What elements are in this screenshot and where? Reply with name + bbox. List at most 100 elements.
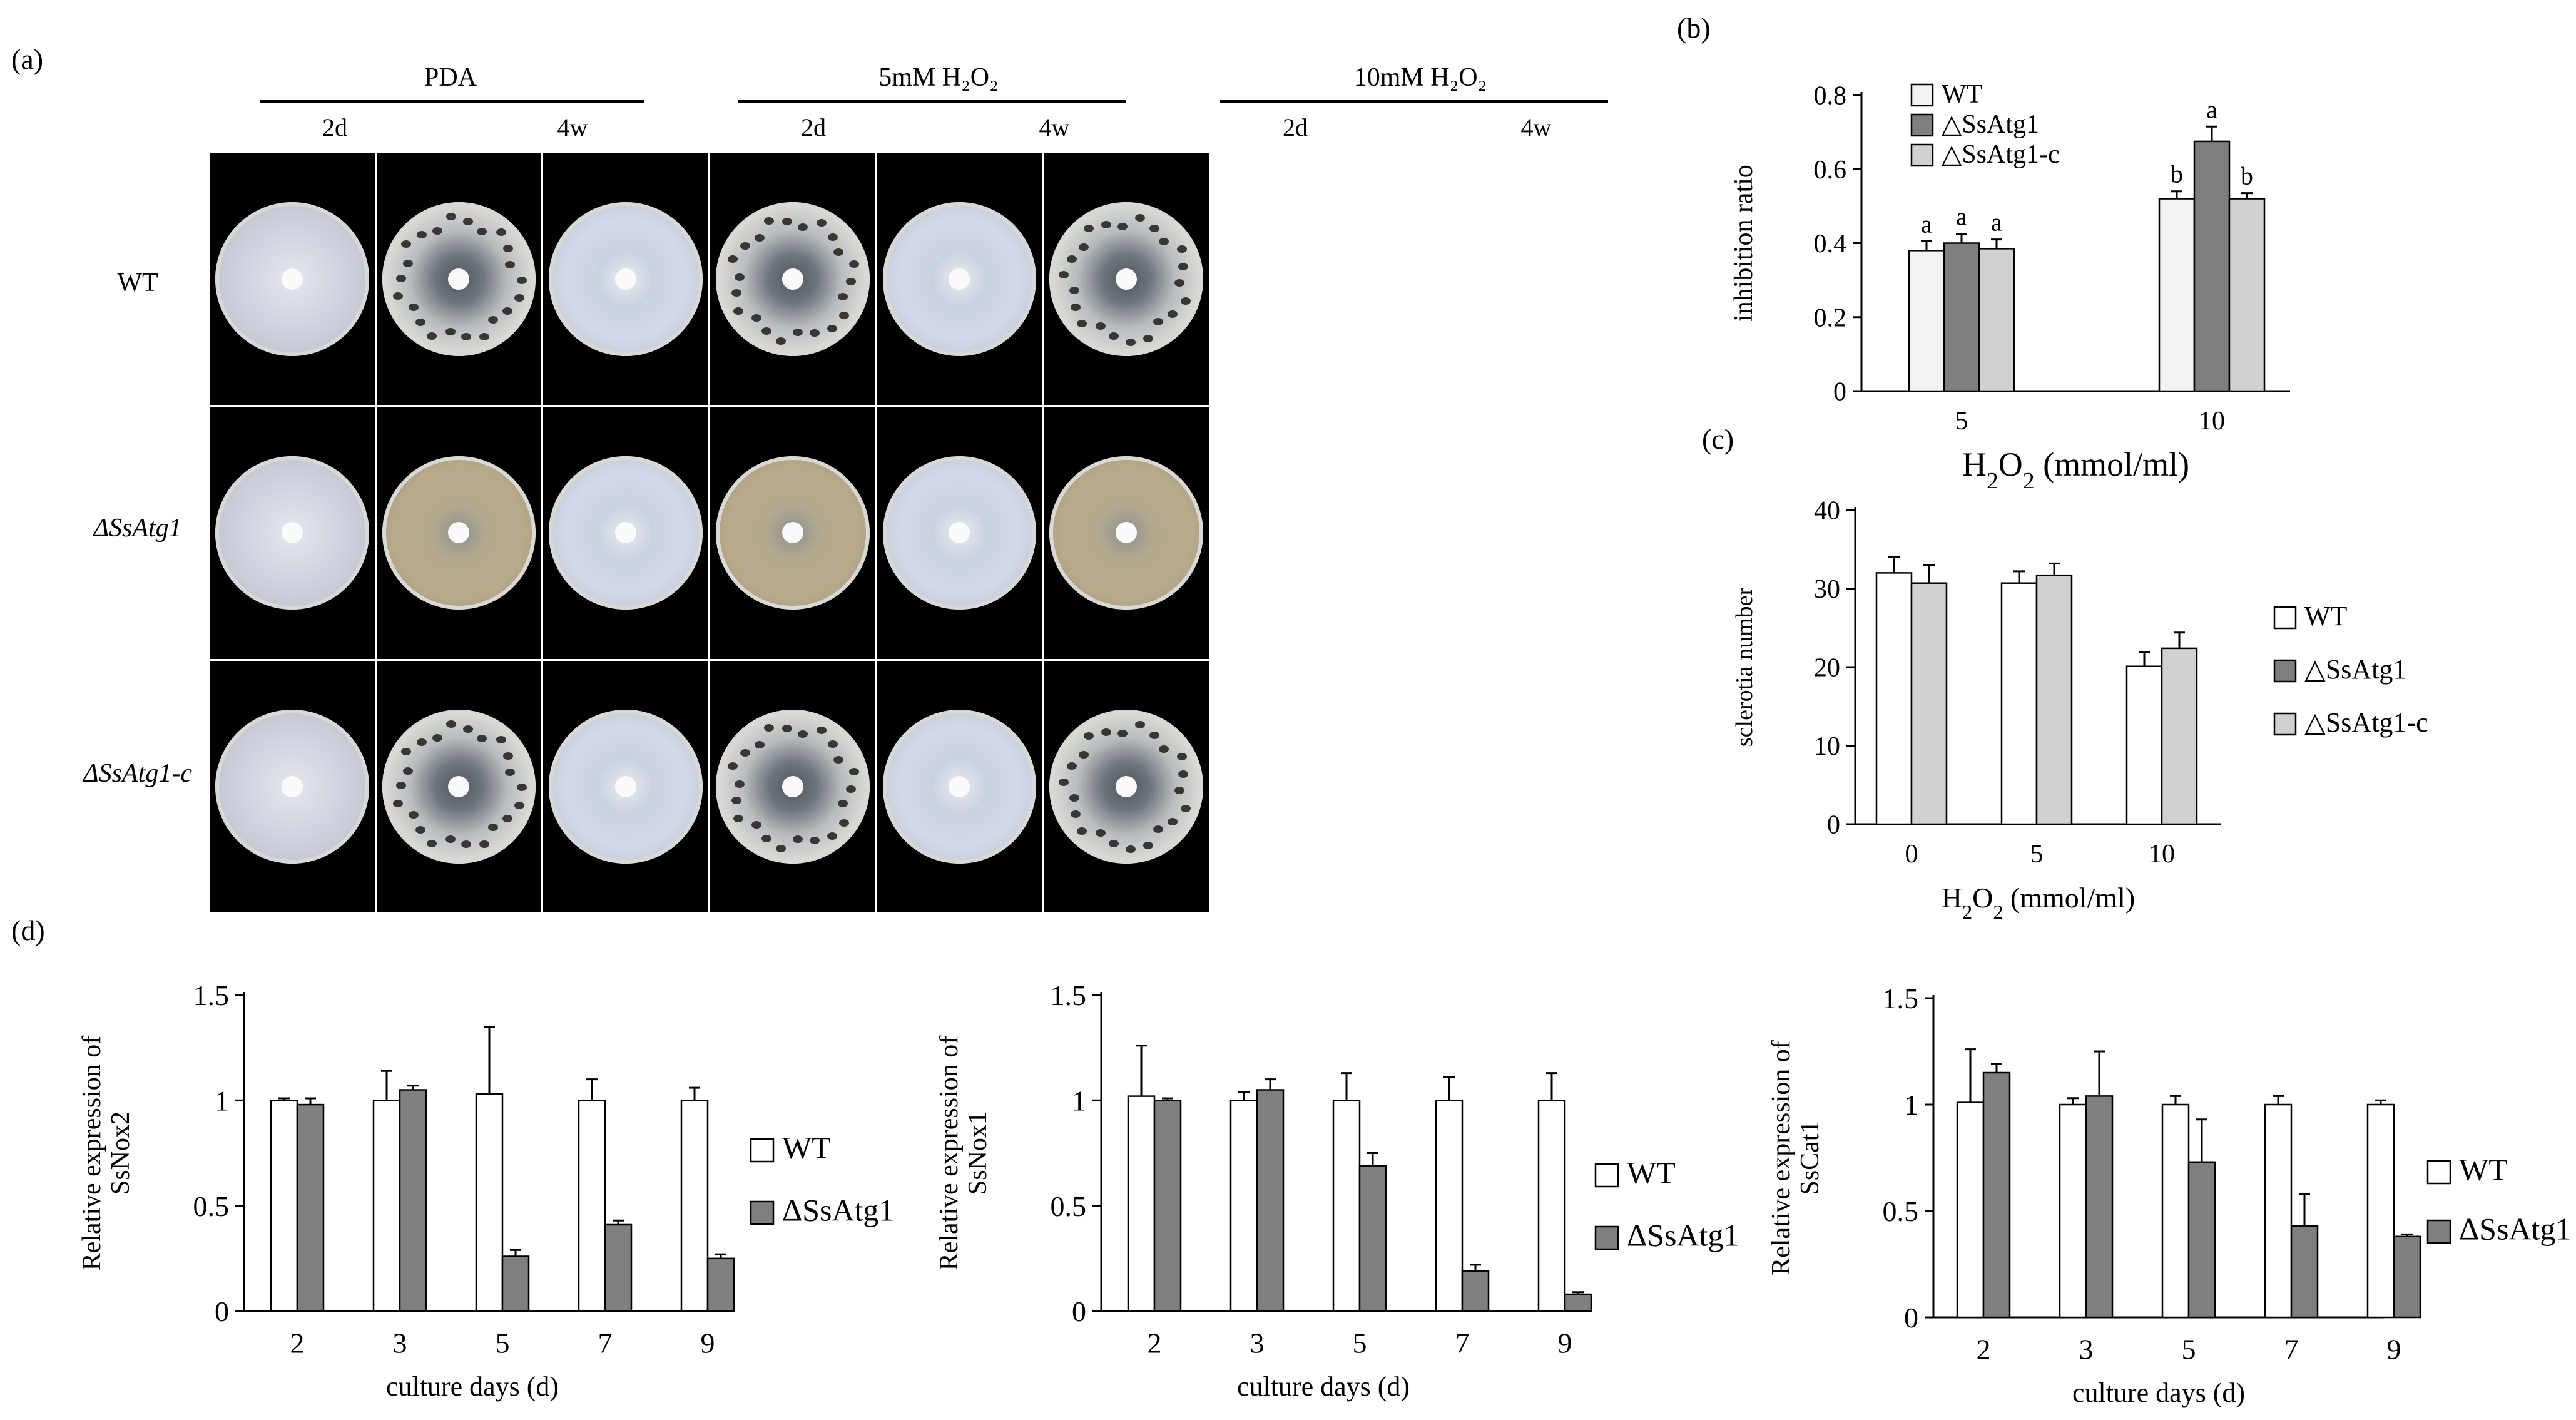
sclerotium [1149,732,1159,740]
sclerotium [1143,842,1154,850]
sclerotium [1176,245,1187,253]
condition-label-10mm: 10mM H₂O₂ [1353,63,1487,92]
chart-d-ssnox1: 0 0.5 1 1.5 2 3 5 7 9 culture days (d) Relative ex… [935,979,1739,1402]
petri-plate [1044,660,1209,912]
sclerotium [733,814,743,822]
sclerotium [793,328,803,336]
sclerotium [432,734,443,742]
sclerotium [839,819,850,827]
legend-swatch [750,1138,775,1163]
bar [1537,1100,1566,1312]
sclerotium [1070,303,1081,311]
petri-plate [376,660,542,912]
inoculation-plug [281,522,303,544]
legend-label: WT [782,1130,831,1165]
sclerotium [461,840,472,848]
sclerotium [445,720,456,728]
sclerotium [403,260,414,268]
sclerotium [1109,332,1119,340]
panel-label-b: (b) [1677,12,1711,44]
y-tick-label: 0.6 [1814,156,1847,185]
legend-swatch [1910,143,1934,167]
sclerotium [728,762,738,770]
sclerotium [735,273,745,281]
sclerotium [728,255,738,263]
sclerotium [1058,270,1069,278]
sclerotium [827,233,838,241]
x-axis-label: culture days (d) [1237,1371,1410,1402]
x-tick-label: 9 [701,1327,715,1359]
sclerotium [751,821,761,829]
sclerotium [1083,225,1094,233]
sclerotium [763,217,774,225]
sclerotium [1126,338,1136,346]
legend-label: △SsAtg1 [2304,654,2406,685]
sclerotium [395,274,406,282]
x-tick-label: 0 [1905,840,1918,869]
inoculation-plug [1116,775,1138,797]
bar [475,1093,504,1312]
y-axis-label: SsNox2 [106,1111,135,1195]
sclerotium [809,329,820,337]
legend-swatch [1594,1225,1619,1250]
y-tick-label: 30 [1814,575,1840,604]
sclerotium [833,756,844,764]
bar [399,1089,427,1312]
y-axis-label: SsCat1 [1796,1120,1825,1195]
sclerotium [416,231,427,239]
sclerotium [461,333,472,341]
sclerotium [797,223,808,231]
y-tick-label: 1 [1904,1089,1918,1121]
x-tick-label: 9 [1558,1327,1572,1359]
inoculation-plug [615,268,637,290]
y-axis-label: Relative expression of [935,1036,964,1271]
sclerotium [838,292,848,300]
sclerotium [1168,817,1178,825]
sclerotium [845,278,856,286]
sclerotium [479,333,490,341]
x-tick-label: 7 [1455,1327,1470,1359]
sclerotium [502,307,512,315]
sclerotium [1159,238,1169,246]
x-tick-label: 3 [393,1327,407,1359]
y-axis-label: inhibition ratio [1729,165,1758,322]
sclerotium [1134,213,1145,222]
sclerotium [781,725,792,733]
y-tick-label: 1.5 [1051,979,1087,1011]
bar [2158,198,2196,392]
y-tick-label: 40 [1814,497,1840,526]
sclerotium [827,740,838,748]
legend-swatch [1594,1163,1619,1188]
legend-swatch [1910,113,1934,137]
x-tick-label: 2 [1148,1327,1162,1359]
sclerotium [793,835,803,844]
inoculation-plug [1116,522,1138,544]
petri-plate [877,407,1042,659]
day-label: 2d [322,113,347,141]
y-tick-label: 10 [1814,732,1840,761]
sclerotium [1126,845,1136,854]
sclerotium [1067,255,1077,263]
petri-plate [210,407,375,659]
sclerotium [514,294,524,302]
sclerotium [848,767,859,775]
x-tick-label: 2 [1977,1334,1991,1366]
sclerotium [1153,318,1163,326]
bar [1127,1095,1156,1312]
sclerotium [1079,750,1089,759]
y-tick-label: 0 [1833,378,1846,407]
bar [2187,1161,2216,1319]
bar [1256,1089,1285,1312]
bar [2366,1103,2395,1319]
sclerotium [503,245,514,253]
sclerotium [445,327,456,335]
y-axis-label: SsNox1 [964,1111,992,1195]
bar [1229,1100,1258,1312]
petri-plate [543,407,708,659]
sclerotium [427,839,437,847]
sclerotium [816,726,827,734]
sclerotium [514,801,524,809]
panel-label-c: (c) [1702,423,1734,455]
inoculation-plug [781,268,803,290]
y-tick-label: 20 [1814,654,1840,683]
